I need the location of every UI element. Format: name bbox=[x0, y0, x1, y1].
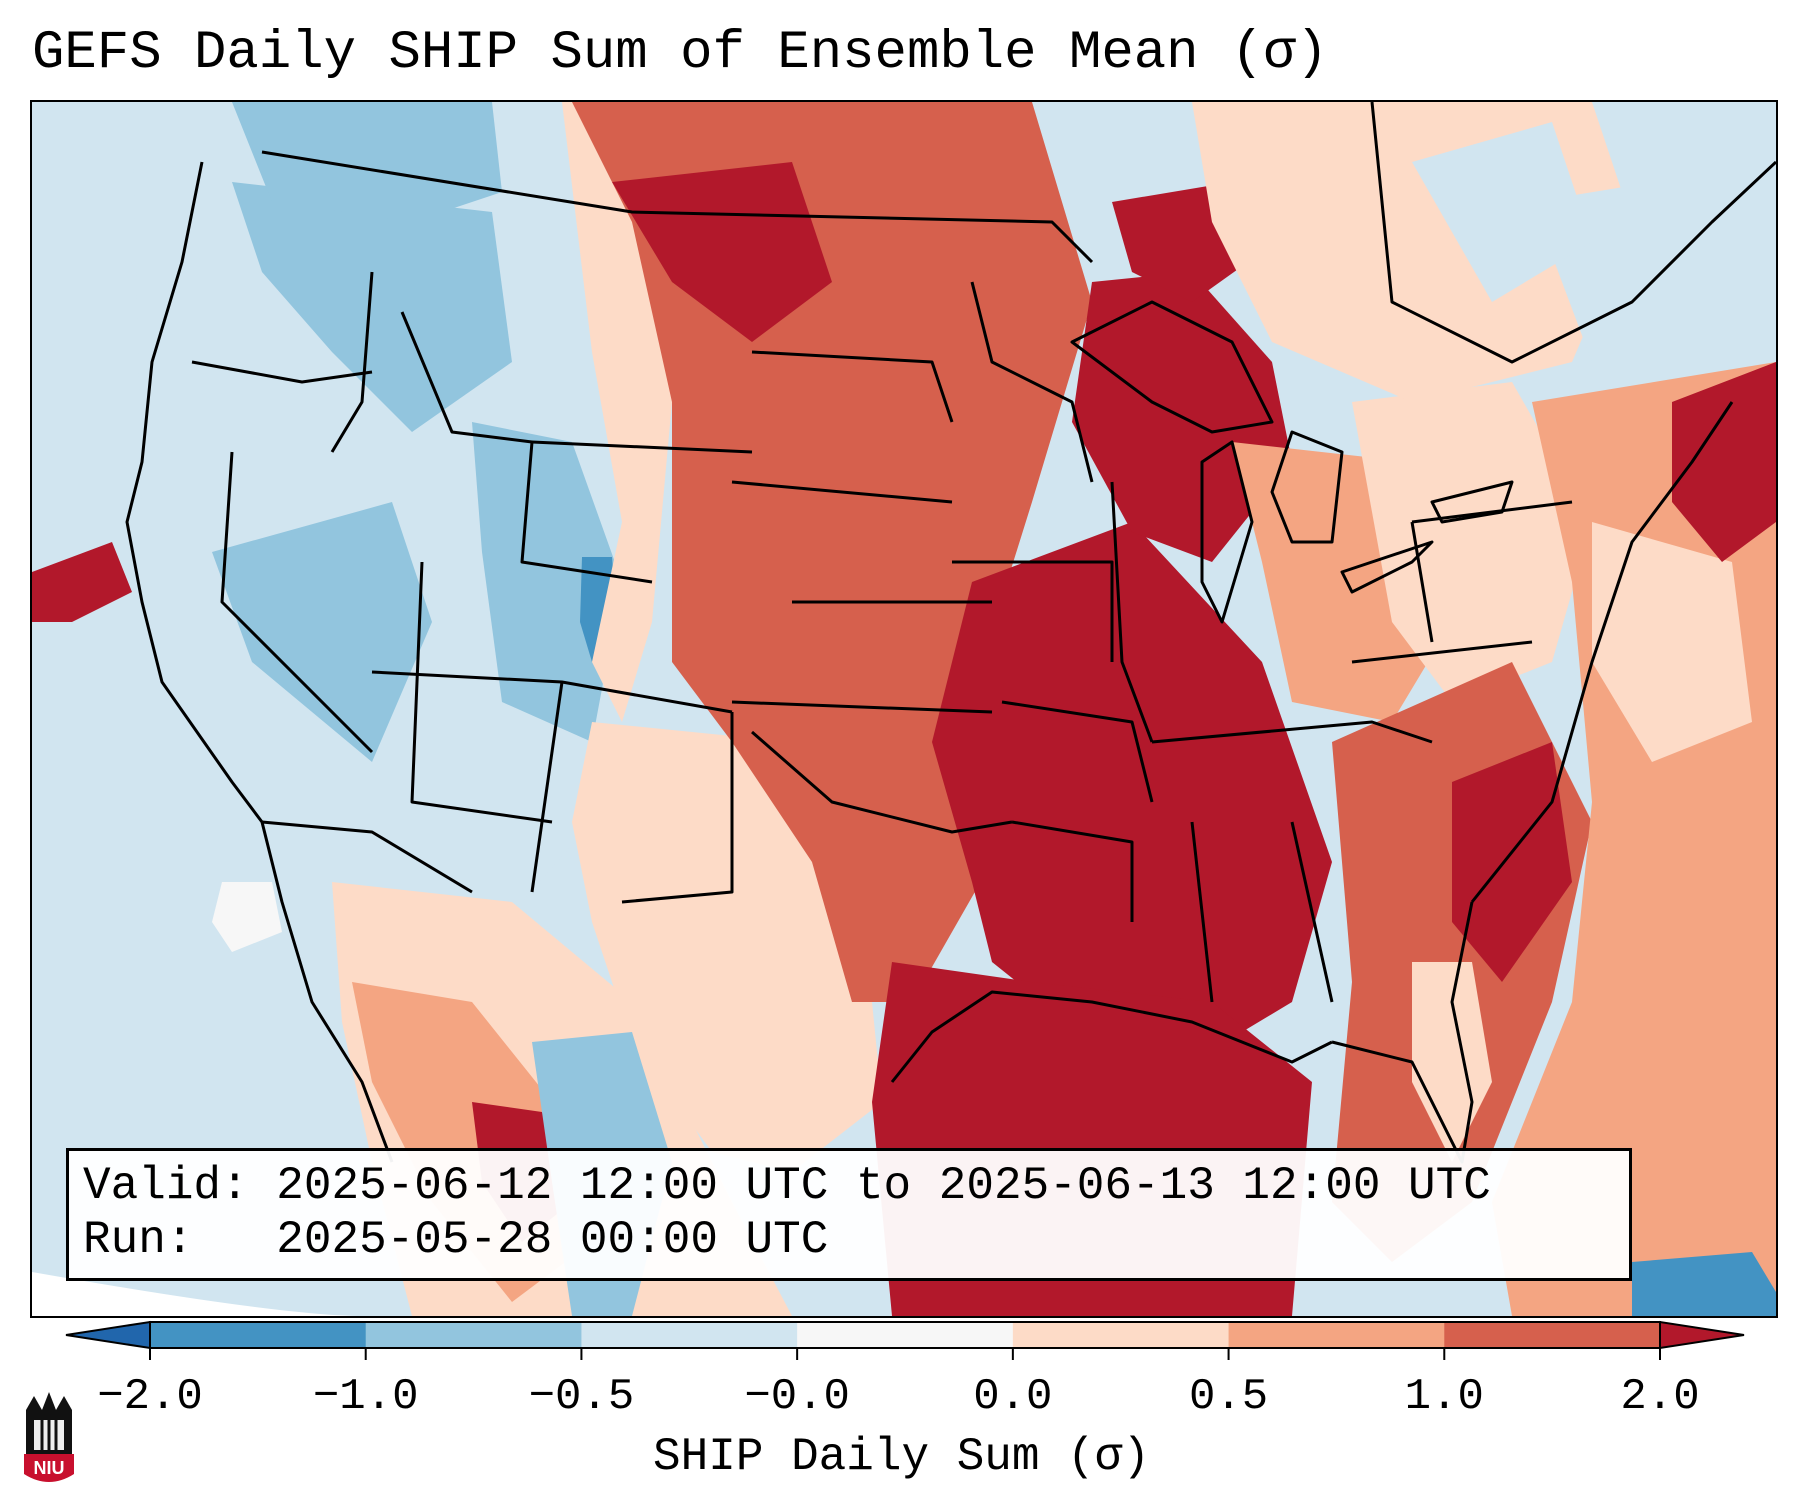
colorbar-label: SHIP Daily Sum (σ) bbox=[653, 1431, 1150, 1483]
border-az-nm bbox=[530, 681, 564, 893]
border-oh-pa bbox=[1410, 521, 1434, 643]
florida-coast bbox=[1331, 901, 1474, 1164]
region-carolinas-extreme bbox=[1452, 742, 1572, 982]
colorbar-extend-low bbox=[65, 1320, 151, 1350]
map-title: GEFS Daily SHIP Sum of Ensemble Mean (σ) bbox=[32, 23, 1329, 84]
region-great-basin-negative bbox=[212, 502, 432, 762]
border-wa-or bbox=[191, 360, 373, 384]
colorbar-tick-label: −0.5 bbox=[529, 1372, 635, 1422]
border-ks-ok bbox=[731, 700, 993, 714]
border-ky-tn bbox=[1151, 720, 1433, 744]
colorbar: −2.0 −1.0 −0.5 −0.0 0.0 0.5 1.0 2.0 bbox=[65, 1320, 1745, 1422]
region-offshore-northeast-extreme bbox=[1672, 362, 1776, 562]
colorbar-tick-label: 0.0 bbox=[973, 1372, 1052, 1422]
border-nm-tx bbox=[621, 712, 734, 904]
run-row: Run: 2025-05-28 00:00 UTC bbox=[83, 1213, 1615, 1267]
colorbar-tick-label: −1.0 bbox=[313, 1372, 419, 1422]
ship-anomaly-map bbox=[32, 102, 1776, 1316]
border-il-in bbox=[1110, 481, 1154, 743]
run-value: 2025-05-28 00:00 UTC bbox=[276, 1214, 829, 1266]
lake-michigan bbox=[1200, 440, 1254, 624]
border-ut-co bbox=[410, 561, 553, 824]
colorbar-ticks: −2.0 −1.0 −0.5 −0.0 0.0 0.5 1.0 2.0 bbox=[97, 1348, 1700, 1422]
region-pacific-offshore-extreme bbox=[32, 542, 132, 622]
coastline-west bbox=[125, 161, 394, 1163]
valid-row: Valid: 2025-06-12 12:00 UTC to 2025-06-1… bbox=[83, 1159, 1615, 1213]
run-label: Run: bbox=[83, 1214, 194, 1266]
region-cuba-strong-negative bbox=[1632, 1252, 1776, 1316]
border-al-ga bbox=[1290, 821, 1334, 1003]
colorbar-tick-label: 0.5 bbox=[1189, 1372, 1268, 1422]
colorbar-tick-label: 2.0 bbox=[1620, 1372, 1699, 1422]
border-nd-sd bbox=[751, 350, 954, 423]
lake-superior bbox=[1070, 300, 1274, 434]
region-mid-south-extreme bbox=[932, 522, 1332, 1062]
canada-quebec bbox=[1370, 102, 1776, 364]
region-quebec-weak-negative bbox=[1412, 122, 1592, 302]
colorbar-bin bbox=[1012, 1322, 1230, 1348]
border-mt-wy bbox=[531, 440, 753, 454]
region-appalachia-weak-positive bbox=[1352, 382, 1592, 702]
political-boundaries bbox=[125, 102, 1776, 1164]
region-rockies-negative bbox=[472, 422, 622, 742]
logo-text: NIU bbox=[34, 1458, 65, 1478]
border-ms-al bbox=[1190, 821, 1214, 1003]
border-ok-tx bbox=[751, 730, 1013, 834]
east-coast bbox=[1470, 401, 1734, 903]
lake-huron bbox=[1270, 430, 1344, 544]
border-nv-ca bbox=[220, 451, 374, 754]
region-northern-rockies-negative bbox=[232, 182, 512, 432]
niu-logo-icon: NIU bbox=[24, 1392, 74, 1482]
region-florida-weak-positive bbox=[1412, 962, 1492, 1162]
region-pacific-northwest-negative bbox=[232, 102, 502, 222]
region-atlantic-patch-weak bbox=[1592, 522, 1752, 762]
colorbar-extend-high bbox=[1659, 1320, 1745, 1350]
domain-edge bbox=[32, 1272, 362, 1316]
colorbar-bin bbox=[581, 1322, 798, 1348]
region-northern-plains-extreme bbox=[612, 162, 832, 342]
border-mn-wi bbox=[970, 281, 1094, 483]
lake-ontario bbox=[1430, 480, 1514, 524]
colorbar-bins bbox=[65, 1320, 1745, 1350]
colorbar-tick-label: −0.0 bbox=[744, 1372, 850, 1422]
gulf-coast bbox=[890, 990, 1333, 1083]
valid-time-box: Valid: 2025-06-12 12:00 UTC to 2025-06-1… bbox=[66, 1148, 1632, 1281]
us-canada-border bbox=[261, 150, 1094, 264]
colorbar-bin bbox=[797, 1322, 1014, 1348]
border-ar-la bbox=[1011, 820, 1134, 922]
border-ca-az bbox=[261, 820, 473, 894]
colorbar-bin bbox=[150, 1322, 367, 1348]
colorbar-tick-label: 1.0 bbox=[1405, 1372, 1484, 1422]
valid-value: 2025-06-12 12:00 UTC to 2025-06-13 12:00… bbox=[276, 1160, 1491, 1212]
colorbar-bin bbox=[1228, 1322, 1445, 1348]
colorbar-outline bbox=[149, 1321, 1661, 1349]
region-pacific-offshore-white bbox=[212, 882, 282, 952]
border-ia-mo bbox=[952, 560, 1114, 662]
colorbar-bin bbox=[1444, 1322, 1661, 1348]
valid-label: Valid: bbox=[83, 1160, 249, 1212]
border-sd-ne bbox=[731, 480, 953, 504]
map-panel bbox=[30, 100, 1778, 1318]
colorbar-tick-label: −2.0 bbox=[97, 1372, 203, 1422]
colorbar-bin bbox=[365, 1322, 582, 1348]
border-or-id bbox=[330, 271, 374, 453]
lake-erie bbox=[1340, 540, 1434, 594]
region-new-england-weak-negative bbox=[1532, 162, 1776, 422]
border-mo-ar bbox=[1001, 700, 1154, 803]
border-va-nc bbox=[1351, 640, 1533, 664]
